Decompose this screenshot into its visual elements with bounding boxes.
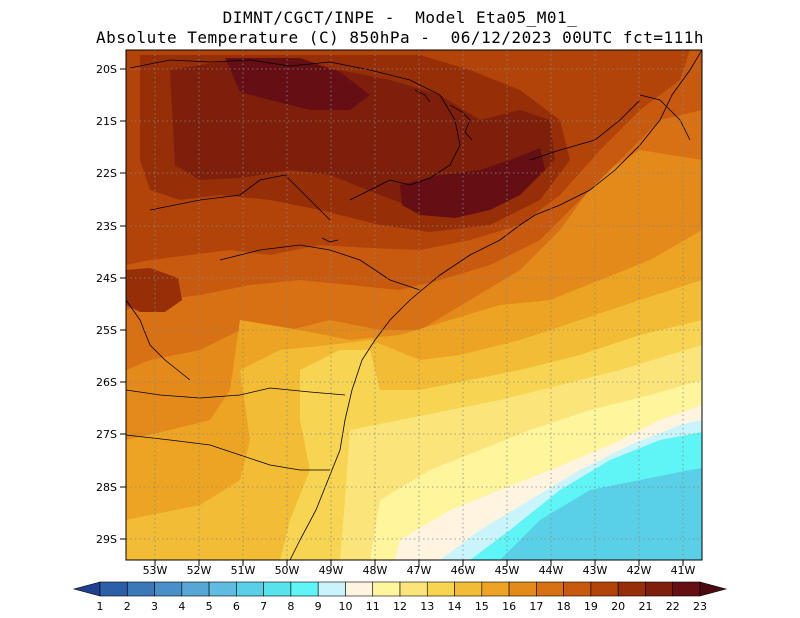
lon-label: 46W xyxy=(451,564,476,577)
lon-label: 51W xyxy=(231,564,256,577)
border-paraguay xyxy=(126,299,191,381)
lon-label: 44W xyxy=(539,564,564,577)
colorbar-label: 6 xyxy=(233,600,240,613)
colorbar-label: 21 xyxy=(638,600,652,613)
colorbar-swatch xyxy=(208,581,237,597)
colorbar-swatch xyxy=(126,581,155,597)
temperature-field xyxy=(126,50,702,560)
colorbar-label: 14 xyxy=(448,600,462,613)
lat-label: 27S xyxy=(96,428,117,441)
colorbar-swatch xyxy=(154,581,183,597)
colorbar-swatch xyxy=(426,581,455,597)
border-sc-rs xyxy=(126,434,330,471)
colorbar-label: 13 xyxy=(420,600,434,613)
colorbar-swatch xyxy=(481,581,510,597)
colorbar: 1 2 3 4 5 6 7 8 9 10 11 12 13 14 15 16 17 18 19 20 21 22 23 xyxy=(72,581,728,613)
border-ms-sp xyxy=(149,174,331,221)
lat-label: 28S xyxy=(96,481,117,494)
reservoirs xyxy=(321,89,473,243)
colorbar-arrow-low xyxy=(72,581,101,597)
colorbar-swatch xyxy=(181,581,210,597)
colorbar-label: 15 xyxy=(475,600,489,613)
colorbar-label: 2 xyxy=(124,600,131,613)
colorbar-label: 9 xyxy=(315,600,322,613)
map-title-line-1: DIMNT/CGCT/INPE - Model Eta05_M01_ xyxy=(222,8,578,27)
lon-label: 48W xyxy=(363,564,388,577)
lon-label: 50W xyxy=(275,564,300,577)
border-sp-mg xyxy=(129,59,461,201)
colorbar-label: 5 xyxy=(206,600,213,613)
lon-label: 43W xyxy=(583,564,608,577)
coastline xyxy=(289,50,702,560)
colorbar-swatch xyxy=(508,581,537,597)
colorbar-swatch xyxy=(99,581,128,597)
colorbar-swatch xyxy=(317,581,346,597)
lat-label: 25S xyxy=(96,324,117,337)
colorbar-label: 1 xyxy=(97,600,104,613)
colorbar-swatch xyxy=(672,581,701,597)
colorbar-label: 17 xyxy=(529,600,543,613)
colorbar-swatch xyxy=(399,581,428,597)
field-warm-pocket-west xyxy=(126,268,182,312)
lat-label: 24S xyxy=(96,272,117,285)
colorbar-swatch xyxy=(372,581,401,597)
border-es-mg xyxy=(639,94,691,141)
field-23-plus xyxy=(225,58,370,110)
lat-label: 23S xyxy=(96,220,117,233)
colorbar-label: 12 xyxy=(393,600,407,613)
lat-label: 22S xyxy=(96,167,117,180)
colorbar-swatch xyxy=(290,581,319,597)
lat-axis xyxy=(120,68,126,540)
field-23-plus-valley xyxy=(400,148,545,218)
colorbar-label: 23 xyxy=(693,600,707,613)
border-pr-sc xyxy=(126,387,346,399)
colorbar-label: 7 xyxy=(260,600,267,613)
lon-label: 41W xyxy=(671,564,696,577)
lon-label: 52W xyxy=(187,564,212,577)
lat-label: 21S xyxy=(96,115,117,128)
map-title-line-2: Absolute Temperature (C) 850hPa - 06/12/… xyxy=(96,28,704,47)
colorbar-label: 4 xyxy=(178,600,185,613)
colorbar-swatch xyxy=(536,581,564,597)
colorbar-swatch xyxy=(345,581,374,597)
lon-axis xyxy=(154,560,684,566)
colorbar-swatch xyxy=(645,581,674,597)
colorbar-label: 16 xyxy=(502,600,516,613)
colorbar-label: 20 xyxy=(611,600,625,613)
lon-label: 49W xyxy=(319,564,344,577)
colorbar-swatch xyxy=(263,581,292,597)
colorbar-label: 22 xyxy=(666,600,680,613)
lon-label: 53W xyxy=(143,564,168,577)
border-pr-sp xyxy=(219,244,421,291)
colorbar-arrow-high xyxy=(699,581,728,597)
colorbar-label: 10 xyxy=(338,600,352,613)
colorbar-swatch xyxy=(454,581,483,597)
colorbar-label: 8 xyxy=(287,600,294,613)
field-7-8 xyxy=(500,468,702,560)
lat-label: 26S xyxy=(96,376,117,389)
lat-label: 20S xyxy=(96,63,117,76)
lat-label: 29S xyxy=(96,533,117,546)
lon-label: 47W xyxy=(407,564,432,577)
colorbar-label: 11 xyxy=(366,600,380,613)
colorbar-swatch xyxy=(617,581,646,597)
colorbar-swatch xyxy=(563,581,592,597)
colorbar-label: 19 xyxy=(584,600,598,613)
lon-label: 45W xyxy=(495,564,520,577)
boundaries xyxy=(126,50,702,560)
colorbar-swatch xyxy=(236,581,264,597)
colorbar-label: 18 xyxy=(557,600,571,613)
plot-frame xyxy=(125,49,703,561)
colorbar-swatch xyxy=(590,581,619,597)
lon-label: 42W xyxy=(627,564,652,577)
lat-lon-grid xyxy=(126,50,702,560)
colorbar-label: 3 xyxy=(151,600,158,613)
